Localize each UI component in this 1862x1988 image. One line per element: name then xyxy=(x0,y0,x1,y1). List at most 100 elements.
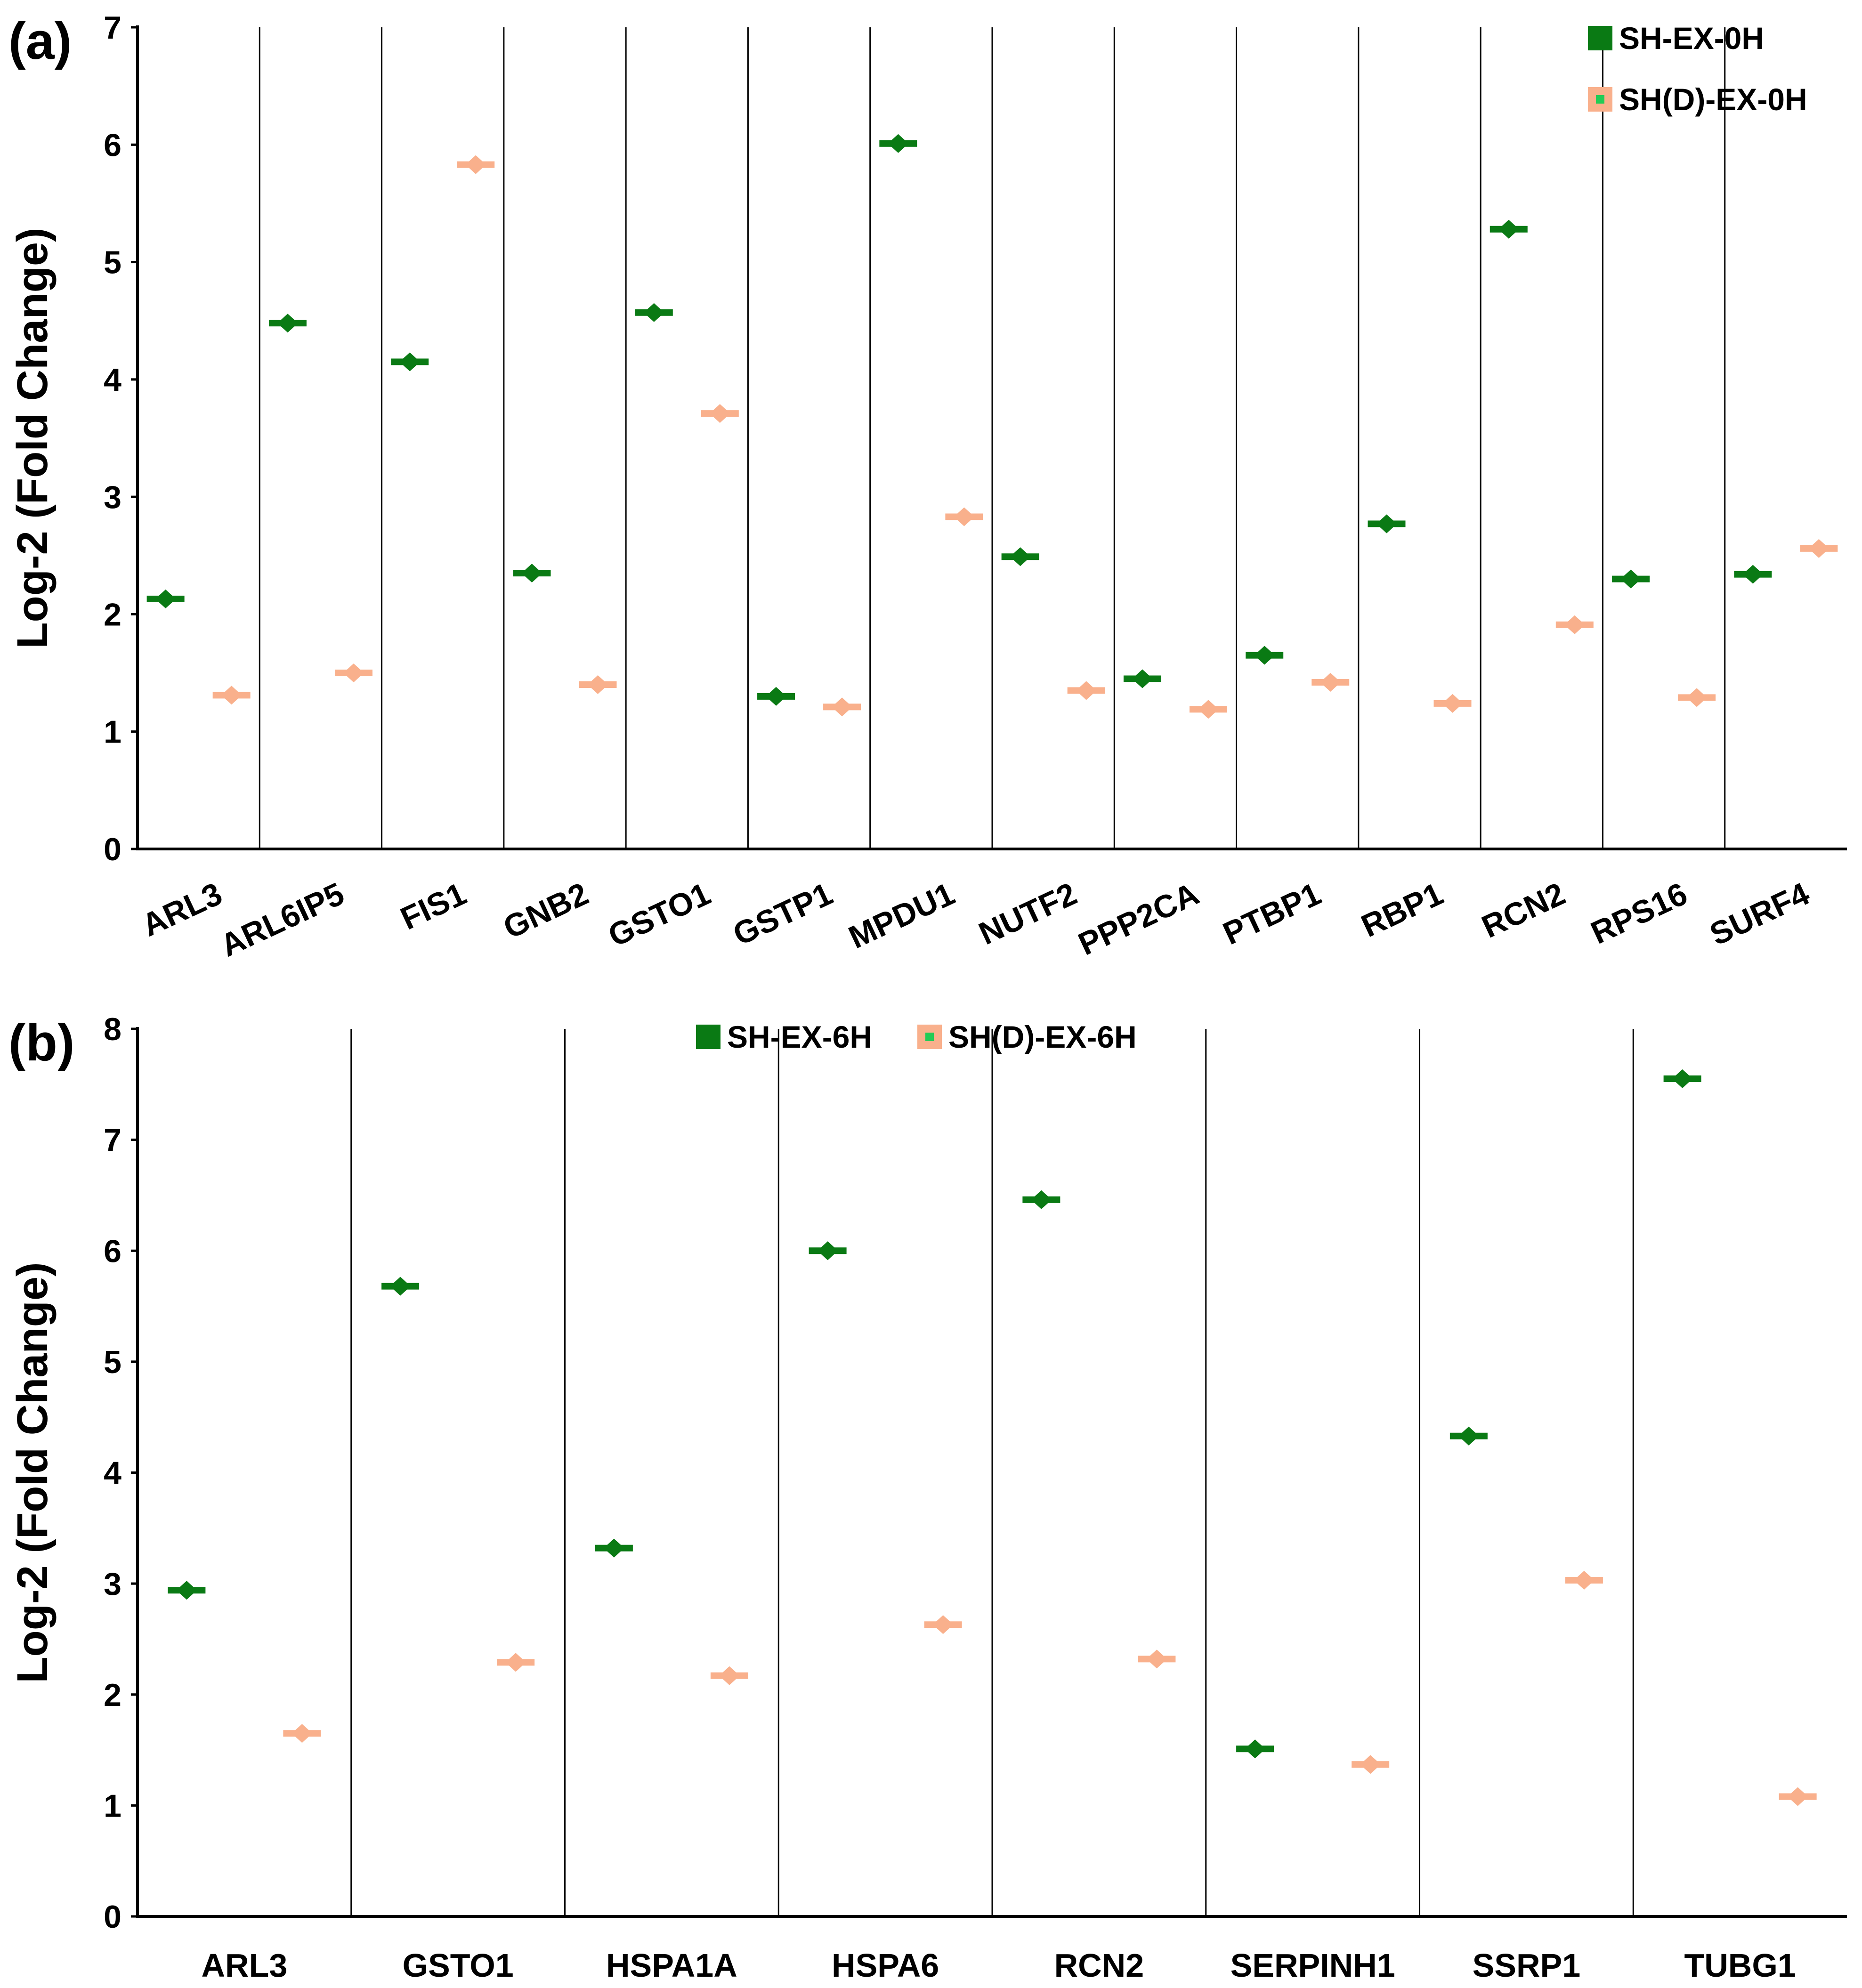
marker-diamond-sh-d-ex-0h xyxy=(465,155,486,174)
marker-diamond-sh-d-ex-0h xyxy=(709,404,730,423)
x-tick-label-arl3: ARL3 xyxy=(201,1947,287,1984)
point-sh-d-ex-6h-ssrp1 xyxy=(1565,1571,1603,1590)
point-sh-d-ex-0h-ppp2ca xyxy=(1189,700,1227,719)
point-sh-ex-0h-rps16 xyxy=(1612,569,1650,589)
x-tick-label-rcn2: RCN2 xyxy=(1476,876,1571,945)
point-sh-ex-0h-nutf2 xyxy=(1001,547,1039,566)
x-tick-label-gsto1: GSTO1 xyxy=(603,876,716,954)
x-tick-label-gstp1: GSTP1 xyxy=(728,876,838,953)
panel-a: (a) Log-2 (Fold Change) 0 1 2 3 4 5 6 7 ARL3ARL6IP… xyxy=(8,10,1847,964)
legend-item-sh-d-ex-0h: SH(D)-EX-0H xyxy=(1588,82,1807,117)
panel-label: (a) xyxy=(8,12,72,70)
marker-diamond-sh-d-ex-6h xyxy=(1360,1755,1381,1774)
legend-label: SH(D)-EX-6H xyxy=(948,1019,1137,1054)
marker-diamond-sh-ex-0h xyxy=(399,352,421,372)
marker-diamond-sh-d-ex-0h xyxy=(1320,673,1341,692)
legend-item-sh-ex-0h: SH-EX-0H xyxy=(1588,21,1764,56)
point-sh-d-ex-0h-surf4 xyxy=(1800,539,1838,558)
y-axis-title: Log-2 (Fold Change) xyxy=(8,1262,57,1683)
y-tick-label: 8 xyxy=(104,1011,121,1047)
point-sh-d-ex-6h-arl3 xyxy=(283,1724,321,1743)
y-tick-label: 0 xyxy=(104,1899,121,1935)
legend-label: SH-EX-6H xyxy=(727,1019,872,1054)
point-sh-d-ex-0h-gstp1 xyxy=(823,697,861,717)
point-sh-ex-0h-gsto1 xyxy=(635,303,673,322)
legend-label: SH(D)-EX-0H xyxy=(1619,82,1807,117)
y-tick-label: 5 xyxy=(104,1344,121,1380)
x-tick-label-arl3: ARL3 xyxy=(137,876,227,944)
marker-diamond-sh-d-ex-0h xyxy=(954,507,975,526)
point-sh-d-ex-6h-hspa1a xyxy=(710,1666,748,1685)
point-sh-ex-6h-serpinh1 xyxy=(1236,1739,1274,1759)
y-axis-title: Log-2 (Fold Change) xyxy=(8,227,57,648)
x-tick-label-rcn2: RCN2 xyxy=(1054,1947,1144,1984)
point-sh-d-ex-6h-tubg1 xyxy=(1779,1787,1817,1806)
marker-diamond-sh-d-ex-0h xyxy=(1442,694,1463,713)
y-tick-label: 4 xyxy=(104,1455,121,1491)
marker-diamond-sh-d-ex-6h xyxy=(505,1653,526,1672)
panel-label: (b) xyxy=(8,1014,74,1072)
x-tick-label-surf4: SURF4 xyxy=(1705,876,1815,953)
y-tick-label: 2 xyxy=(104,1677,121,1713)
x-tick-label-rps16: RPS16 xyxy=(1586,876,1692,951)
point-sh-ex-0h-rcn2 xyxy=(1490,219,1528,239)
marker-diamond-sh-ex-0h xyxy=(766,687,787,706)
x-tick-label-rbp1: RBP1 xyxy=(1356,876,1449,945)
marker-diamond-sh-ex-6h xyxy=(603,1538,624,1558)
point-sh-d-ex-6h-gsto1 xyxy=(497,1653,535,1672)
marker-diamond-sh-ex-6h xyxy=(817,1241,838,1261)
point-sh-ex-0h-ptbp1 xyxy=(1246,646,1284,665)
point-sh-d-ex-6h-serpinh1 xyxy=(1352,1755,1390,1774)
point-sh-ex-6h-tubg1 xyxy=(1663,1069,1701,1089)
marker-diamond-sh-ex-0h xyxy=(1620,569,1642,589)
legend-swatch xyxy=(696,1025,721,1049)
point-sh-d-ex-0h-arl6ip5 xyxy=(334,663,372,683)
point-sh-d-ex-6h-rcn2 xyxy=(1138,1649,1176,1669)
point-sh-d-ex-0h-rbp1 xyxy=(1433,694,1472,713)
x-tick-label-ppp2ca: PPP2CA xyxy=(1073,876,1205,962)
marker-diamond-sh-ex-0h xyxy=(643,303,664,322)
marker-diamond-sh-d-ex-0h xyxy=(1808,539,1830,558)
marker-diamond-sh-d-ex-0h xyxy=(1564,615,1585,634)
point-sh-ex-0h-rbp1 xyxy=(1368,514,1406,533)
point-sh-ex-6h-gsto1 xyxy=(381,1277,420,1296)
legend-swatch xyxy=(1588,26,1612,50)
marker-diamond-sh-d-ex-0h xyxy=(1686,688,1708,707)
point-sh-ex-6h-hspa1a xyxy=(595,1538,633,1558)
marker-diamond-sh-ex-6h xyxy=(1245,1739,1266,1759)
marker-diamond-sh-ex-0h xyxy=(1742,565,1764,584)
point-sh-d-ex-0h-rps16 xyxy=(1678,688,1716,707)
y-tick-label: 1 xyxy=(104,1788,121,1824)
marker-diamond-sh-d-ex-0h xyxy=(343,663,364,683)
x-tick-label-gnb2: GNB2 xyxy=(498,876,593,946)
point-sh-ex-0h-gstp1 xyxy=(757,687,795,706)
marker-diamond-sh-ex-6h xyxy=(390,1277,411,1296)
marker-diamond-sh-ex-0h xyxy=(277,314,298,333)
point-sh-d-ex-6h-hspa6 xyxy=(924,1615,962,1634)
marker-diamond-sh-ex-0h xyxy=(1254,646,1275,665)
marker-diamond-sh-ex-0h xyxy=(155,590,176,609)
marker-diamond-sh-d-ex-6h xyxy=(291,1724,313,1743)
x-tick-label-fis1: FIS1 xyxy=(395,876,471,937)
point-sh-d-ex-0h-fis1 xyxy=(457,155,495,174)
marker-diamond-sh-ex-0h xyxy=(521,564,542,583)
x-tick-label-tubg1: TUBG1 xyxy=(1684,1947,1796,1984)
point-sh-d-ex-0h-gsto1 xyxy=(701,404,739,423)
point-sh-d-ex-0h-mpdu1 xyxy=(945,507,983,526)
point-sh-ex-6h-ssrp1 xyxy=(1449,1426,1488,1446)
marker-diamond-sh-ex-0h xyxy=(888,134,909,153)
x-tick-label-gsto1: GSTO1 xyxy=(403,1947,514,1984)
marker-diamond-sh-d-ex-0h xyxy=(1076,681,1097,700)
marker-diamond-sh-ex-0h xyxy=(1498,219,1519,239)
legend-label: SH-EX-0H xyxy=(1619,21,1764,56)
marker-diamond-sh-d-ex-0h xyxy=(587,675,608,694)
legend-item-sh-ex-6h: SH-EX-6H xyxy=(696,1019,872,1054)
point-sh-d-ex-0h-nutf2 xyxy=(1067,681,1105,700)
panel-b: (b) Log-2 (Fold Change) 0 1 2 3 4 5 6 7 8 ARL3 GSTO1… xyxy=(8,1011,1847,1984)
y-tick-label: 7 xyxy=(104,1123,121,1158)
marker-diamond-sh-d-ex-6h xyxy=(1146,1649,1167,1669)
point-sh-ex-0h-arl3 xyxy=(146,590,185,609)
y-tick-label: 1 xyxy=(104,714,121,750)
y-tick-label: 3 xyxy=(104,1566,121,1602)
y-tick-label: 4 xyxy=(104,362,121,398)
